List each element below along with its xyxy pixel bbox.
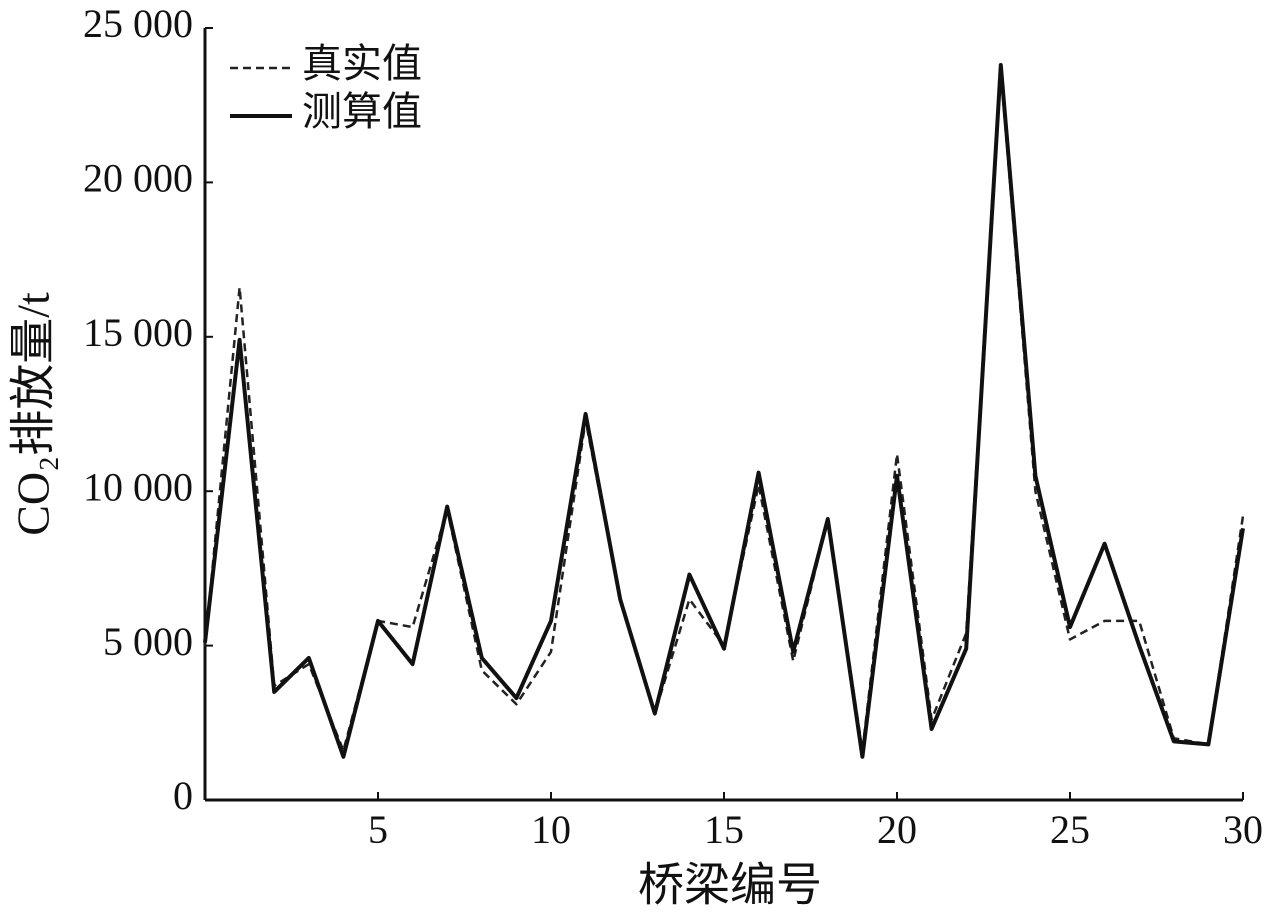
legend-label: 测算值	[302, 89, 422, 134]
x-tick-label: 20	[877, 807, 917, 852]
x-axis-title: 桥梁编号	[638, 860, 822, 911]
y-tick-label: 20 000	[83, 156, 193, 201]
x-tick-label: 10	[531, 807, 571, 852]
series-line	[203, 63, 1245, 759]
y-tick-label: 5 000	[103, 619, 193, 664]
legend-label: 真实值	[302, 41, 422, 86]
y-tick-label: 10 000	[83, 464, 193, 509]
y-tick-label: 15 000	[83, 310, 193, 355]
x-tick-label: 15	[704, 807, 744, 852]
x-tick-label: 5	[368, 807, 388, 852]
x-tick-label: 30	[1223, 807, 1263, 852]
y-tick-label: 0	[173, 773, 193, 818]
y-tick-label: 25 000	[83, 1, 193, 46]
y-axis-title: CO₂排放量/t	[8, 292, 59, 536]
x-tick-label: 25	[1050, 807, 1090, 852]
